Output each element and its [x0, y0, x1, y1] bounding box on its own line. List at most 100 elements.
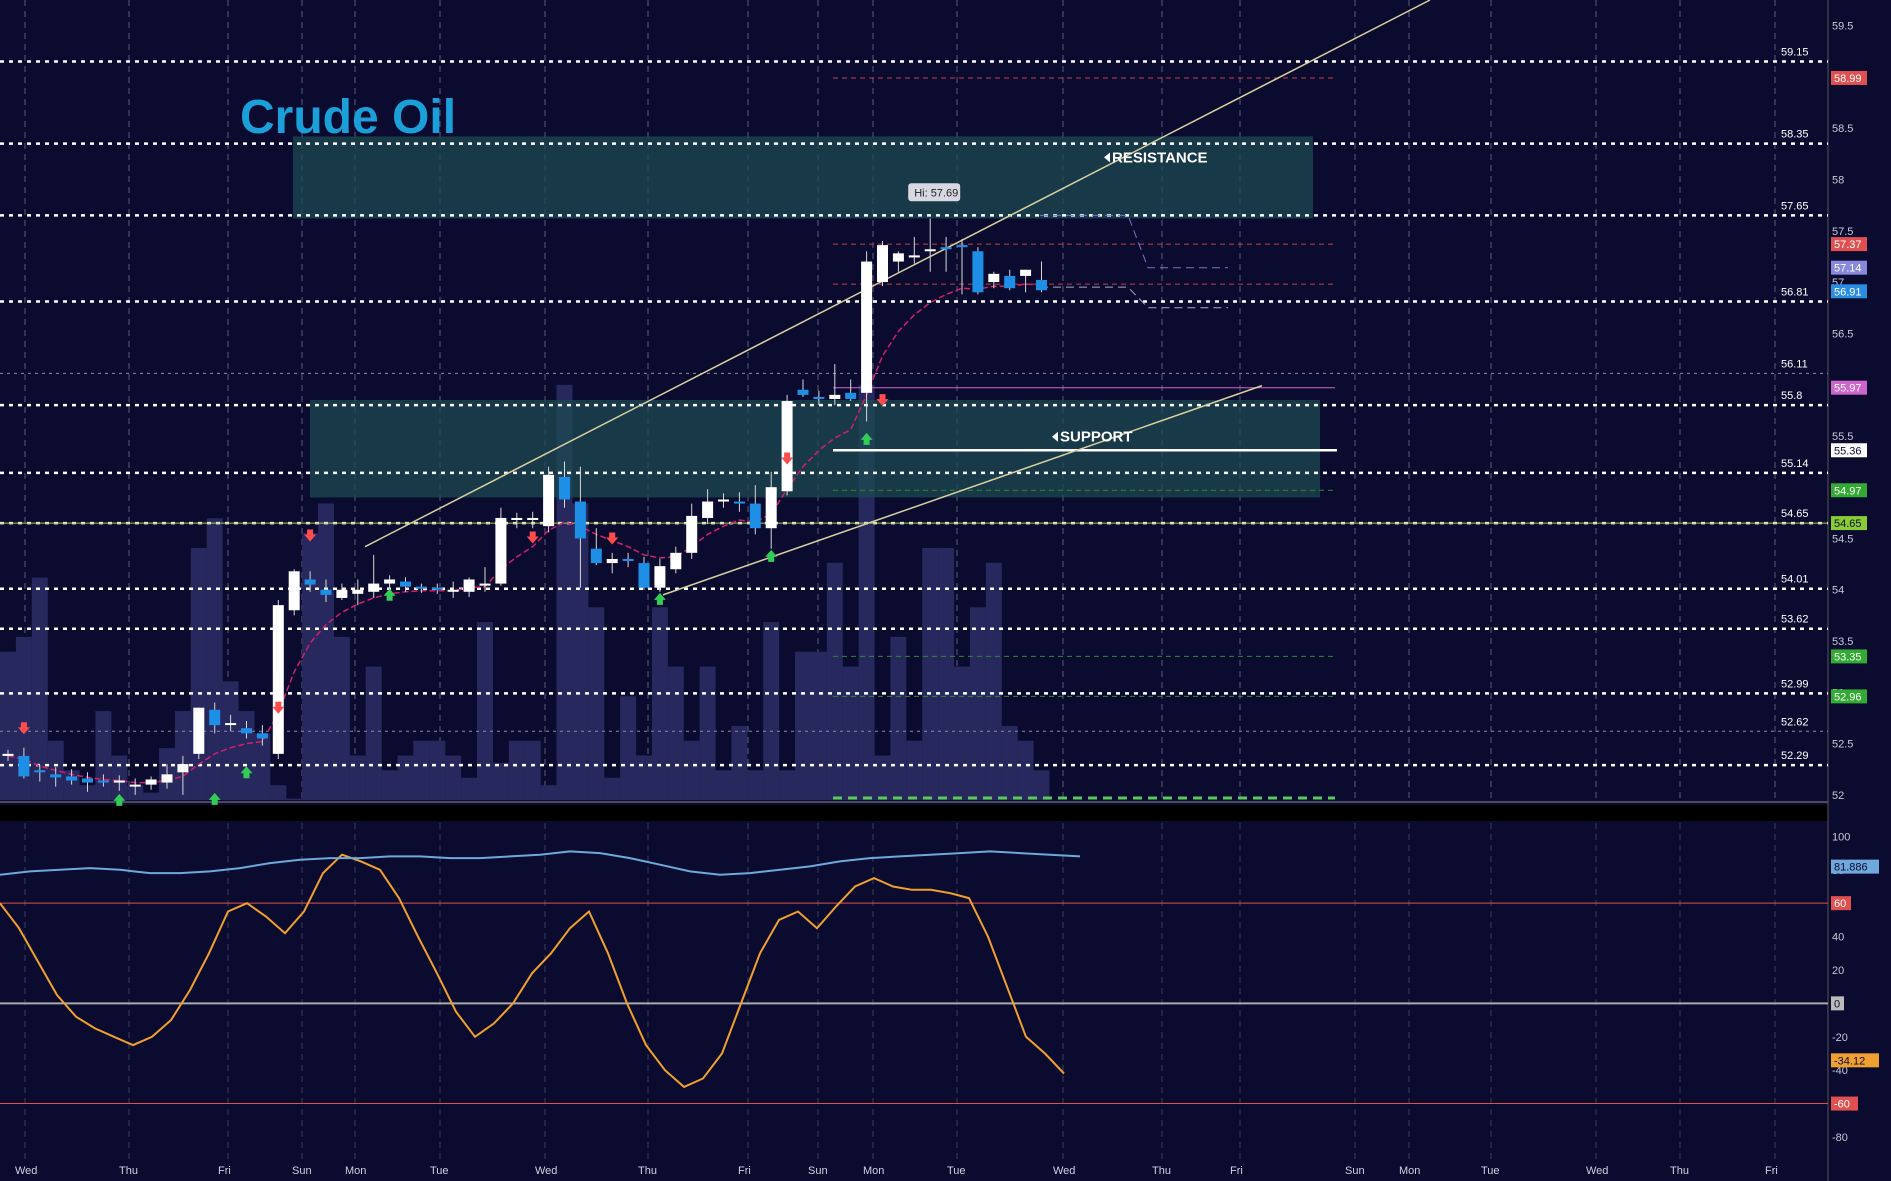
candle-body: [495, 517, 507, 584]
volume-bar: [890, 636, 907, 800]
zone-support: [310, 400, 1320, 498]
candle-body: [972, 251, 984, 293]
price-badge: [1831, 260, 1867, 275]
price-badge: [1831, 284, 1867, 299]
candle-body: [511, 517, 523, 520]
volume-bar: [492, 762, 509, 800]
candle-body: [559, 476, 570, 500]
price-badge-label: 54.65: [1834, 518, 1862, 530]
candle-body: [622, 558, 634, 562]
volume-bar: [461, 777, 478, 800]
price-tick: 54: [1832, 585, 1844, 597]
volume-bar: [731, 725, 748, 800]
candle-body: [113, 780, 125, 783]
volume-bar: [190, 547, 207, 800]
stoch-badge: [1831, 859, 1879, 874]
candle-body: [845, 392, 857, 399]
up-arrow-icon: [653, 592, 666, 605]
level-label: 56.81: [1781, 287, 1809, 299]
day-label: Tue: [1481, 1165, 1500, 1177]
candle-body: [733, 501, 745, 504]
candle-body: [161, 774, 173, 783]
day-label: Thu: [638, 1165, 657, 1177]
day-label: Mon: [863, 1165, 884, 1177]
stoch-badge-label: 0: [1834, 998, 1840, 1010]
volume-bar: [1017, 740, 1034, 800]
level-label: 56.11: [1781, 358, 1808, 370]
stoch-badge: [1831, 896, 1851, 911]
volume-bar: [874, 755, 891, 800]
candle-body: [177, 764, 189, 773]
volume-bar: [938, 547, 955, 800]
volume-bar: [286, 798, 303, 800]
candle-body: [606, 558, 618, 564]
high-marker-box: [908, 183, 961, 202]
volume-bar: [31, 577, 48, 800]
price-tick: 54.5: [1832, 533, 1853, 545]
day-label: Thu: [119, 1165, 138, 1177]
zones: [293, 136, 1320, 498]
volume-bar: [540, 785, 557, 800]
stochastic-panel: [0, 850, 1828, 1105]
candle-body: [574, 501, 586, 539]
volume-bar: [1001, 725, 1018, 800]
candle-body: [908, 255, 920, 258]
price-tick: 57.5: [1832, 226, 1853, 238]
high-marker-label: Hi: 57.69: [914, 187, 958, 199]
zone-resistance: [293, 136, 1313, 219]
price-tick: 52: [1832, 790, 1844, 802]
volume-bar: [588, 607, 605, 800]
stoch-tick: -40: [1832, 1065, 1848, 1077]
volume-bar: [0, 651, 16, 800]
up-arrow-icon: [765, 549, 778, 562]
volume-bar: [349, 755, 366, 800]
candle-body: [543, 474, 555, 527]
stoch-fast-line: [0, 853, 1065, 1089]
volume-bar: [636, 755, 652, 800]
stoch-badge: [1831, 996, 1844, 1011]
volume-bar: [826, 562, 843, 800]
candle-body: [304, 579, 316, 585]
stoch-badge-label: 81.886: [1834, 862, 1868, 874]
candle-body: [829, 394, 841, 399]
zone-arrow-icon: [1052, 431, 1058, 442]
stoch-badge-label: -60: [1834, 1099, 1850, 1111]
volume-bar: [620, 696, 637, 800]
volume-bar: [413, 740, 430, 800]
day-label: Wed: [535, 1165, 557, 1177]
level-label: 54.01: [1781, 574, 1809, 586]
volume-bar: [779, 770, 796, 800]
down-arrow-icon: [876, 394, 889, 407]
day-label: Sun: [808, 1165, 828, 1177]
volume-bar: [906, 740, 923, 800]
candle-body: [892, 253, 904, 262]
price-tick: 55.5: [1832, 431, 1853, 443]
candle-body: [527, 517, 539, 520]
zone-labels: RESISTANCE SUPPORT: [1052, 149, 1208, 446]
candle-body: [18, 755, 30, 777]
volume-bar: [524, 740, 541, 800]
candle-body: [384, 579, 396, 584]
candle-body: [129, 784, 141, 787]
down-arrow-icon: [17, 722, 30, 735]
candle-body: [988, 273, 1000, 283]
volume-bar: [763, 622, 780, 800]
volume-bar: [922, 547, 939, 800]
level-label: 55.8: [1781, 390, 1802, 402]
up-arrow-icon: [860, 432, 873, 445]
candle-body: [272, 605, 284, 754]
stoch-tick: -20: [1832, 1032, 1848, 1044]
volume-bar: [715, 770, 732, 800]
candle-body: [241, 728, 252, 734]
stoch-tick: 40: [1832, 932, 1844, 944]
stoch-slow-line: [0, 850, 1081, 876]
day-label: Mon: [1399, 1165, 1420, 1177]
candle-body: [861, 261, 873, 393]
price-badge-label: 56.91: [1834, 286, 1862, 298]
stoch-tick: 100: [1832, 831, 1850, 843]
stoch-tick: 20: [1832, 965, 1844, 977]
price-tick: 52.5: [1832, 739, 1853, 751]
candle-body: [193, 707, 205, 754]
candle-body: [431, 587, 443, 590]
